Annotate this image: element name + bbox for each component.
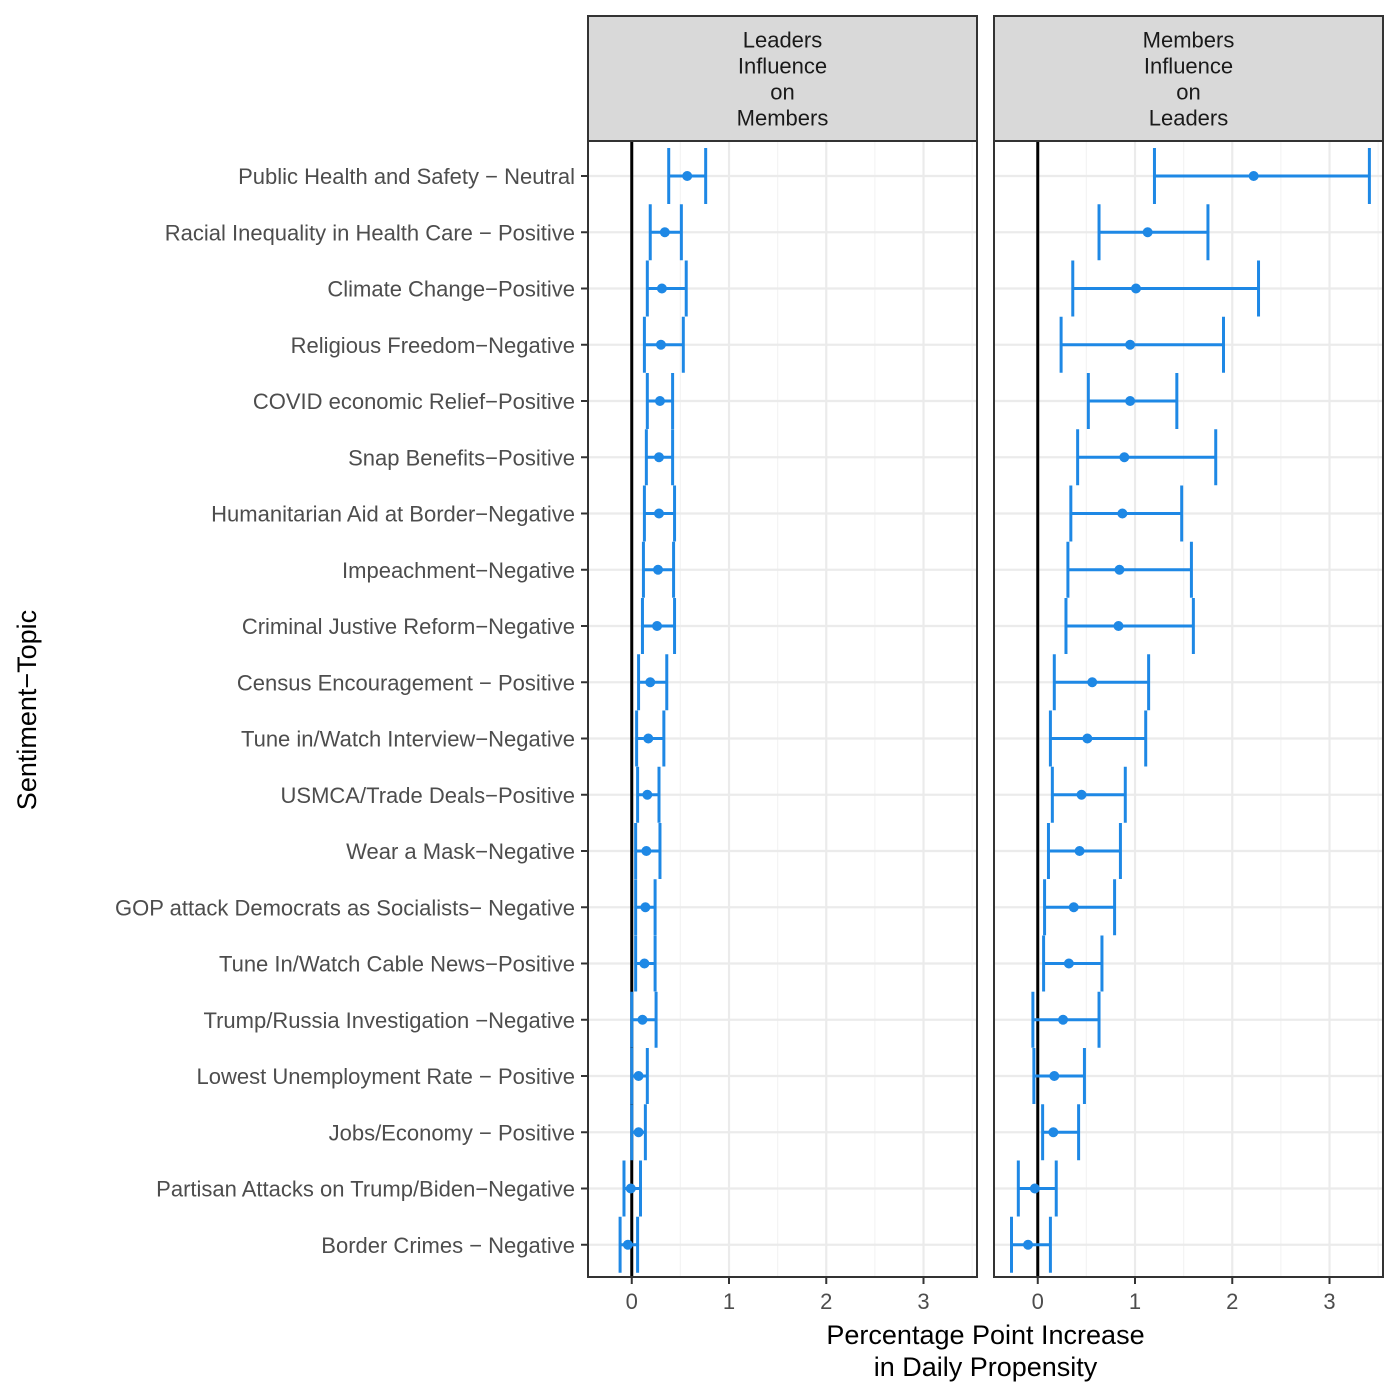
x-tick-label: 0: [1032, 1289, 1044, 1314]
panel-strip: [587, 15, 978, 142]
y-tick-label: Partisan Attacks on Trump/Biden−Negative: [156, 1177, 575, 1202]
y-tick-label: Lowest Unemployment Rate − Positive: [197, 1064, 575, 1089]
y-tick-label: Trump/Russia Investigation −Negative: [203, 1008, 575, 1033]
error-bar: [1048, 710, 1148, 767]
y-tick-label: Border Crimes − Negative: [321, 1233, 575, 1258]
point-estimate: [1117, 508, 1128, 519]
point-estimate: [1125, 396, 1136, 406]
point-estimate: [1023, 1239, 1034, 1250]
point-estimate: [1082, 733, 1093, 744]
x-tick-label: 2: [820, 1289, 832, 1314]
error-bar: [1064, 598, 1195, 654]
error-bar: [1097, 204, 1210, 261]
point-estimate: [652, 621, 663, 631]
point-estimate: [1125, 339, 1136, 350]
point-estimate: [655, 339, 666, 350]
panel-strip-label: Leaders: [743, 28, 823, 53]
point-estimate: [653, 452, 664, 463]
point-estimate: [682, 171, 693, 181]
gridlines: [994, 141, 1383, 1277]
point-estimate: [653, 508, 664, 519]
y-tick-labels: Public Health and Safety − Neutral Racial…: [115, 164, 588, 1258]
error-bar: [1076, 429, 1218, 486]
point-estimate: [645, 677, 656, 688]
error-bar: [1050, 766, 1127, 823]
point-estimate: [637, 1014, 648, 1025]
error-bar: [1043, 879, 1117, 936]
point-estimate: [1068, 902, 1079, 913]
x-tick-label: 3: [917, 1289, 929, 1314]
error-bar: [1152, 148, 1371, 204]
y-tick-label: Census Encouragement − Positive: [237, 670, 575, 695]
x-tick-label: 0: [626, 1289, 638, 1314]
y-tick-label: GOP attack Democrats as Socialists− Nega…: [115, 895, 575, 920]
y-axis-title: Sentiment−Topic: [12, 610, 42, 810]
point-estimate: [625, 1183, 636, 1194]
point-estimate: [1076, 789, 1087, 800]
point-estimate: [653, 564, 664, 575]
point-estimate: [633, 1071, 644, 1081]
y-tick-label: Humanitarian Aid at Border−Negative: [211, 502, 575, 527]
panel-strip-label: Influence: [738, 54, 827, 79]
y-tick-label: Jobs/Economy − Positive: [329, 1120, 575, 1145]
x-tick-label: 1: [1129, 1289, 1141, 1314]
point-estimate: [642, 789, 653, 800]
point-estimate: [1142, 227, 1153, 238]
error-bar: [1041, 1104, 1081, 1161]
point-estimate: [1114, 564, 1125, 575]
panel-strip-label: on: [770, 80, 794, 105]
point-estimate: [659, 227, 670, 238]
x-tick-label: 3: [1323, 1289, 1335, 1314]
point-estimate: [1074, 846, 1085, 856]
y-tick-label: Religious Freedom−Negative: [291, 333, 575, 358]
panel-strip-label: Influence: [1144, 54, 1233, 79]
y-tick-label: Snap Benefits−Positive: [348, 445, 575, 470]
point-estimate: [1119, 452, 1130, 463]
point-estimate: [1130, 283, 1141, 294]
error-bar: [1052, 654, 1151, 711]
y-tick-label: Tune In/Watch Cable News−Positive: [219, 952, 575, 977]
point-estimate: [622, 1239, 633, 1250]
point-estimate: [1113, 621, 1124, 631]
error-bar: [1059, 316, 1226, 373]
panel-strip-label: on: [1176, 80, 1200, 105]
point-estimate: [643, 733, 654, 744]
panel-frame: [587, 140, 978, 1278]
panel-frame: [993, 140, 1384, 1278]
point-estimate: [640, 902, 651, 913]
point-estimate: [1248, 171, 1259, 181]
point-estimate: [1058, 1014, 1069, 1025]
x-tick-label: 1: [723, 1289, 735, 1314]
x-axis-title: Percentage Point Increase in Daily Propen…: [826, 1320, 1144, 1382]
y-tick-label: COVID economic Relief−Positive: [253, 389, 575, 414]
point-estimate: [1029, 1183, 1040, 1194]
point-estimate: [1063, 958, 1074, 969]
y-tick-label: Public Health and Safety − Neutral: [238, 164, 575, 189]
point-estimate: [1087, 677, 1098, 688]
x-tick-label: 2: [1226, 1289, 1238, 1314]
point-estimate: [656, 283, 667, 294]
panel-strip-label: Members: [1143, 28, 1235, 53]
point-estimate: [641, 846, 652, 856]
panel-strip-label: Leaders: [1149, 106, 1229, 131]
y-tick-label: Impeachment−Negative: [342, 558, 575, 583]
y-tick-label: Tune in/Watch Interview−Negative: [241, 727, 575, 752]
panel-strip-label: Members: [737, 106, 829, 131]
error-bar: [1066, 541, 1193, 598]
point-estimate: [639, 958, 650, 969]
y-tick-label: Wear a Mask−Negative: [346, 839, 575, 864]
point-estimate: [654, 396, 665, 406]
y-tick-label: Racial Inequality in Health Care − Posit…: [165, 220, 575, 245]
y-tick-label: Climate Change−Positive: [327, 277, 575, 302]
point-estimate: [633, 1127, 644, 1138]
point-estimate: [1048, 1127, 1059, 1138]
y-tick-label: Criminal Justive Reform−Negative: [242, 614, 575, 639]
y-tick-label: USMCA/Trade Deals−Positive: [281, 783, 575, 808]
point-estimate: [1049, 1071, 1060, 1081]
error-bar: [1071, 260, 1261, 317]
